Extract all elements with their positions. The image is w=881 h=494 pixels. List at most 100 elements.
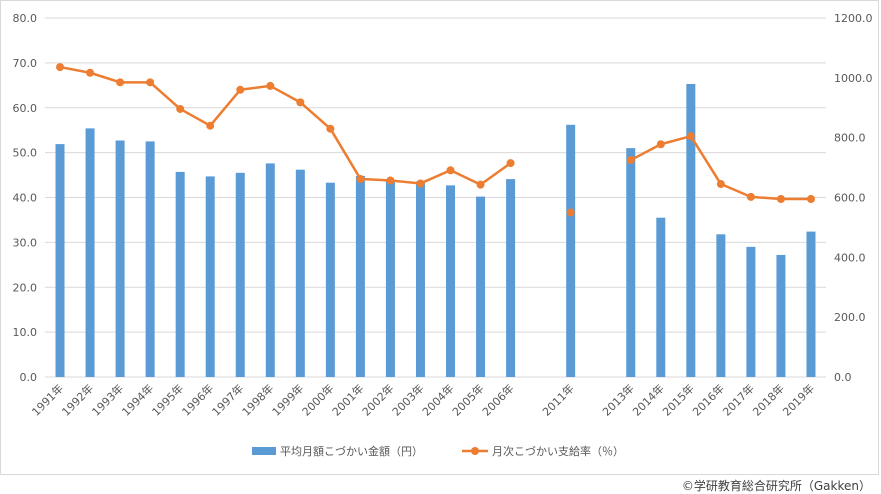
x-axis-ticks: 1991年1992年1993年1994年1995年1996年1997年1998年… <box>29 381 817 418</box>
x-tick-label: 1996年 <box>179 381 216 418</box>
gridlines <box>45 17 826 378</box>
line-point <box>626 156 635 165</box>
bar <box>476 196 486 377</box>
line-point <box>176 104 185 113</box>
line-point <box>206 121 215 130</box>
bar <box>746 246 756 377</box>
x-tick-label: 2005年 <box>449 381 486 418</box>
x-tick-label: 1994年 <box>119 381 156 418</box>
bar <box>85 128 95 377</box>
bar <box>175 171 185 377</box>
x-tick-label: 2016年 <box>690 381 727 418</box>
line-segment <box>59 65 512 186</box>
line-point <box>416 179 425 188</box>
right-tick-label: 600.0 <box>834 192 866 205</box>
line-point <box>296 98 305 107</box>
left-tick-label: 70.0 <box>13 57 38 70</box>
legend-line-dot <box>471 447 479 455</box>
line-point <box>686 132 695 141</box>
x-tick-label: 2015年 <box>659 381 696 418</box>
right-axis-ticks: 0.0 200.0 400.0 600.0 800.0 1000.0 1200.0 <box>834 12 873 384</box>
legend-bar-swatch <box>252 447 276 455</box>
line-point <box>476 180 485 189</box>
bar <box>355 175 365 377</box>
line-point <box>566 208 575 217</box>
bar <box>325 182 335 377</box>
bar <box>506 179 516 377</box>
line-point <box>116 78 125 87</box>
left-axis-ticks: 0.0 10.0 20.0 30.0 40.0 50.0 60.0 70.0 80.0 <box>13 12 38 384</box>
bar <box>205 176 215 377</box>
right-tick-label: 400.0 <box>834 251 866 264</box>
legend: 平均月額こづかい金額（円） 月次こづかい支給率（％） <box>252 444 624 458</box>
bar <box>295 169 305 377</box>
left-tick-label: 30.0 <box>13 236 38 249</box>
bar <box>806 231 816 377</box>
bar-series <box>55 83 816 378</box>
x-tick-label: 2017年 <box>720 381 757 418</box>
line-point <box>236 85 245 94</box>
line-point <box>146 78 155 87</box>
x-tick-label: 2006年 <box>479 381 516 418</box>
left-tick-label: 0.0 <box>20 371 38 384</box>
bar <box>265 163 275 377</box>
left-tick-label: 50.0 <box>13 147 38 160</box>
left-tick-label: 10.0 <box>13 326 38 339</box>
bar <box>656 217 666 377</box>
bar <box>145 141 155 377</box>
x-tick-label: 1997年 <box>209 381 246 418</box>
x-tick-label: 2013年 <box>599 381 636 418</box>
bar <box>235 172 245 377</box>
left-tick-label: 60.0 <box>13 102 38 115</box>
line-point <box>86 68 95 77</box>
line-point <box>746 192 755 201</box>
bar <box>626 148 636 377</box>
line-point <box>506 159 515 168</box>
x-tick-label: 1998年 <box>239 381 276 418</box>
line-point <box>326 124 335 133</box>
line-point <box>56 63 65 72</box>
line-point <box>356 174 365 183</box>
line-point <box>656 140 665 149</box>
legend-bar-label: 平均月額こづかい金額（円） <box>280 444 423 458</box>
line-point <box>716 180 725 189</box>
right-tick-label: 0.0 <box>834 371 852 384</box>
line-point <box>386 176 395 185</box>
bar <box>446 185 456 377</box>
bar <box>566 124 576 378</box>
legend-line-label: 月次こづかい支給率（％） <box>492 444 624 458</box>
line-point <box>446 166 455 175</box>
line-point <box>266 81 275 90</box>
right-tick-label: 200.0 <box>834 311 866 324</box>
bar <box>776 254 786 377</box>
x-tick-label: 1991年 <box>29 381 66 418</box>
bar <box>385 181 395 377</box>
right-tick-label: 1000.0 <box>834 72 873 85</box>
line-point <box>806 194 815 203</box>
bar <box>55 144 65 377</box>
bar <box>115 140 125 377</box>
line-point <box>776 194 785 203</box>
x-tick-label: 2018年 <box>750 381 787 418</box>
x-tick-label: 2001年 <box>329 381 366 418</box>
bar <box>716 234 726 377</box>
left-tick-label: 40.0 <box>13 192 38 205</box>
x-tick-label: 2002年 <box>359 381 396 418</box>
x-tick-label: 2003年 <box>389 381 426 418</box>
line-series <box>56 63 815 217</box>
x-tick-label: 2014年 <box>629 381 666 418</box>
left-tick-label: 20.0 <box>13 281 38 294</box>
x-tick-label: 2019年 <box>780 381 817 418</box>
x-tick-label: 2000年 <box>299 381 336 418</box>
x-tick-label: 1999年 <box>269 381 306 418</box>
right-tick-label: 800.0 <box>834 132 866 145</box>
copyright-credit: ©学研教育総合研究所（Gakken） <box>681 479 871 493</box>
right-tick-label: 1200.0 <box>834 12 873 25</box>
x-tick-label: 1992年 <box>59 381 96 418</box>
bar <box>415 181 425 377</box>
x-tick-label: 1993年 <box>89 381 126 418</box>
x-tick-label: 2004年 <box>419 381 456 418</box>
bar <box>686 83 696 377</box>
left-tick-label: 80.0 <box>13 12 38 25</box>
